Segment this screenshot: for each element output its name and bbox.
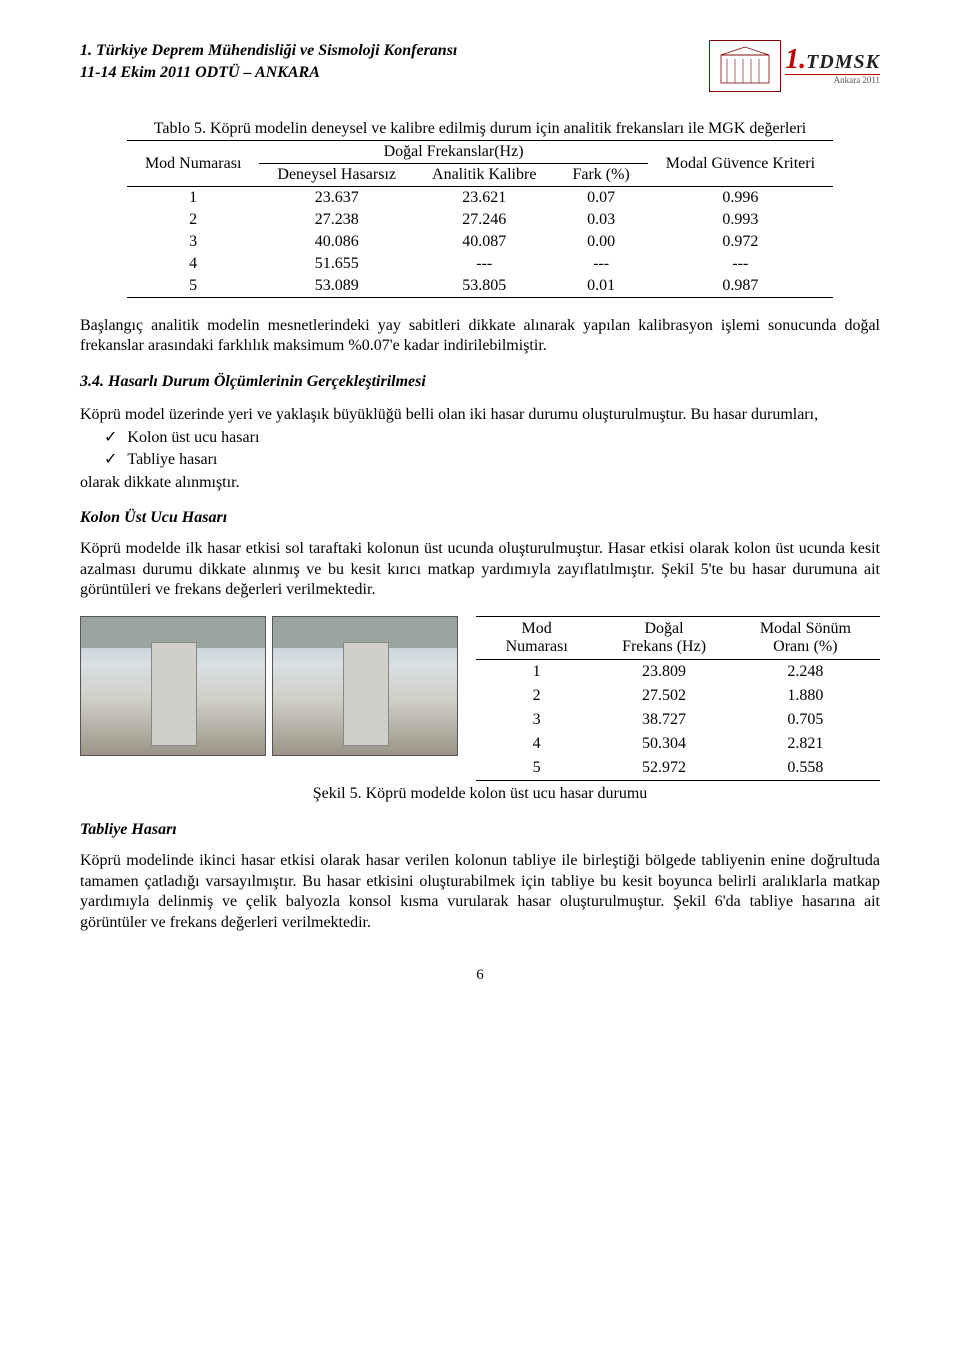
damage-list: Kolon üst ucu hasarı Tabliye hasarı [80, 427, 880, 470]
figure-5-table: Mod Numarası Doğal Frekans (Hz) Modal Sö… [476, 616, 880, 781]
page: 1. Türkiye Deprem Mühendisliği ve Sismol… [0, 0, 960, 1024]
logo-one: 1. [785, 47, 806, 72]
figure-5-photo-left [80, 616, 266, 756]
table5-head-group: Doğal Frekanslar(Hz) [259, 141, 647, 164]
side-head-mod: Mod Numarası [476, 617, 597, 660]
table5-head-fark: Fark (%) [554, 164, 647, 187]
table5-head-mod: Mod Numarası [127, 141, 259, 187]
logo-text-row: 1. TDMSK [785, 47, 880, 72]
figure-5-row: Mod Numarası Doğal Frekans (Hz) Modal Sö… [80, 616, 880, 781]
tabliye-title: Tabliye Hasarı [80, 821, 880, 839]
side-row: 4 50.304 2.821 [476, 732, 880, 756]
kolon-para: Köprü modelde ilk hasar etkisi sol taraf… [80, 539, 880, 600]
side-head-damp: Modal Sönüm Oranı (%) [731, 617, 880, 660]
table5-row: 1 23.637 23.621 0.07 0.996 [127, 187, 833, 210]
table5-head-mgk: Modal Güvence Kriteri [648, 141, 833, 187]
section-3-4-tail: olarak dikkate alınmıştır. [80, 473, 880, 493]
figure-5-photos [80, 616, 458, 756]
side-row: 5 52.972 0.558 [476, 756, 880, 781]
header-logo: 1. TDMSK Ankara 2011 [709, 40, 880, 92]
side-row: 3 38.727 0.705 [476, 708, 880, 732]
kolon-title: Kolon Üst Ucu Hasarı [80, 509, 880, 527]
logo-building-icon [709, 40, 781, 92]
table5-caption: Tablo 5. Köprü modelin deneysel ve kalib… [80, 120, 880, 138]
logo-letters: TDMSK [806, 53, 880, 71]
page-header: 1. Türkiye Deprem Mühendisliği ve Sismol… [80, 40, 880, 92]
header-line-1: 1. Türkiye Deprem Mühendisliği ve Sismol… [80, 40, 457, 62]
tabliye-para: Köprü modelinde ikinci hasar etkisi olar… [80, 851, 880, 933]
logo-subtext: Ankara 2011 [785, 74, 880, 85]
table5-row: 3 40.086 40.087 0.00 0.972 [127, 231, 833, 253]
list-item: Tabliye hasarı [104, 449, 880, 471]
side-row: 2 27.502 1.880 [476, 684, 880, 708]
table5-row: 2 27.238 27.246 0.03 0.993 [127, 209, 833, 231]
figure-5-caption: Şekil 5. Köprü modelde kolon üst ucu has… [80, 785, 880, 803]
figure-5-photo-right [272, 616, 458, 756]
table5-row: 4 51.655 --- --- --- [127, 253, 833, 275]
side-head-freq: Doğal Frekans (Hz) [597, 617, 730, 660]
header-line-2: 11-14 Ekim 2011 ODTÜ – ANKARA [80, 62, 457, 84]
table5-head-deneysel: Deneysel Hasarsız [259, 164, 414, 187]
table5: Mod Numarası Doğal Frekanslar(Hz) Modal … [127, 140, 833, 298]
list-item: Kolon üst ucu hasarı [104, 427, 880, 449]
table5-row: 5 53.089 53.805 0.01 0.987 [127, 275, 833, 298]
logo-tdmsk: 1. TDMSK Ankara 2011 [785, 47, 880, 85]
paragraph-after-table5: Başlangıç analitik modelin mesnetlerinde… [80, 316, 880, 357]
conference-title: 1. Türkiye Deprem Mühendisliği ve Sismol… [80, 40, 457, 83]
section-3-4-para: Köprü model üzerinde yeri ve yaklaşık bü… [80, 405, 880, 425]
page-number: 6 [80, 967, 880, 984]
table5-head-analitik: Analitik Kalibre [414, 164, 554, 187]
side-row: 1 23.809 2.248 [476, 660, 880, 685]
section-3-4-title: 3.4. Hasarlı Durum Ölçümlerinin Gerçekle… [80, 373, 880, 391]
